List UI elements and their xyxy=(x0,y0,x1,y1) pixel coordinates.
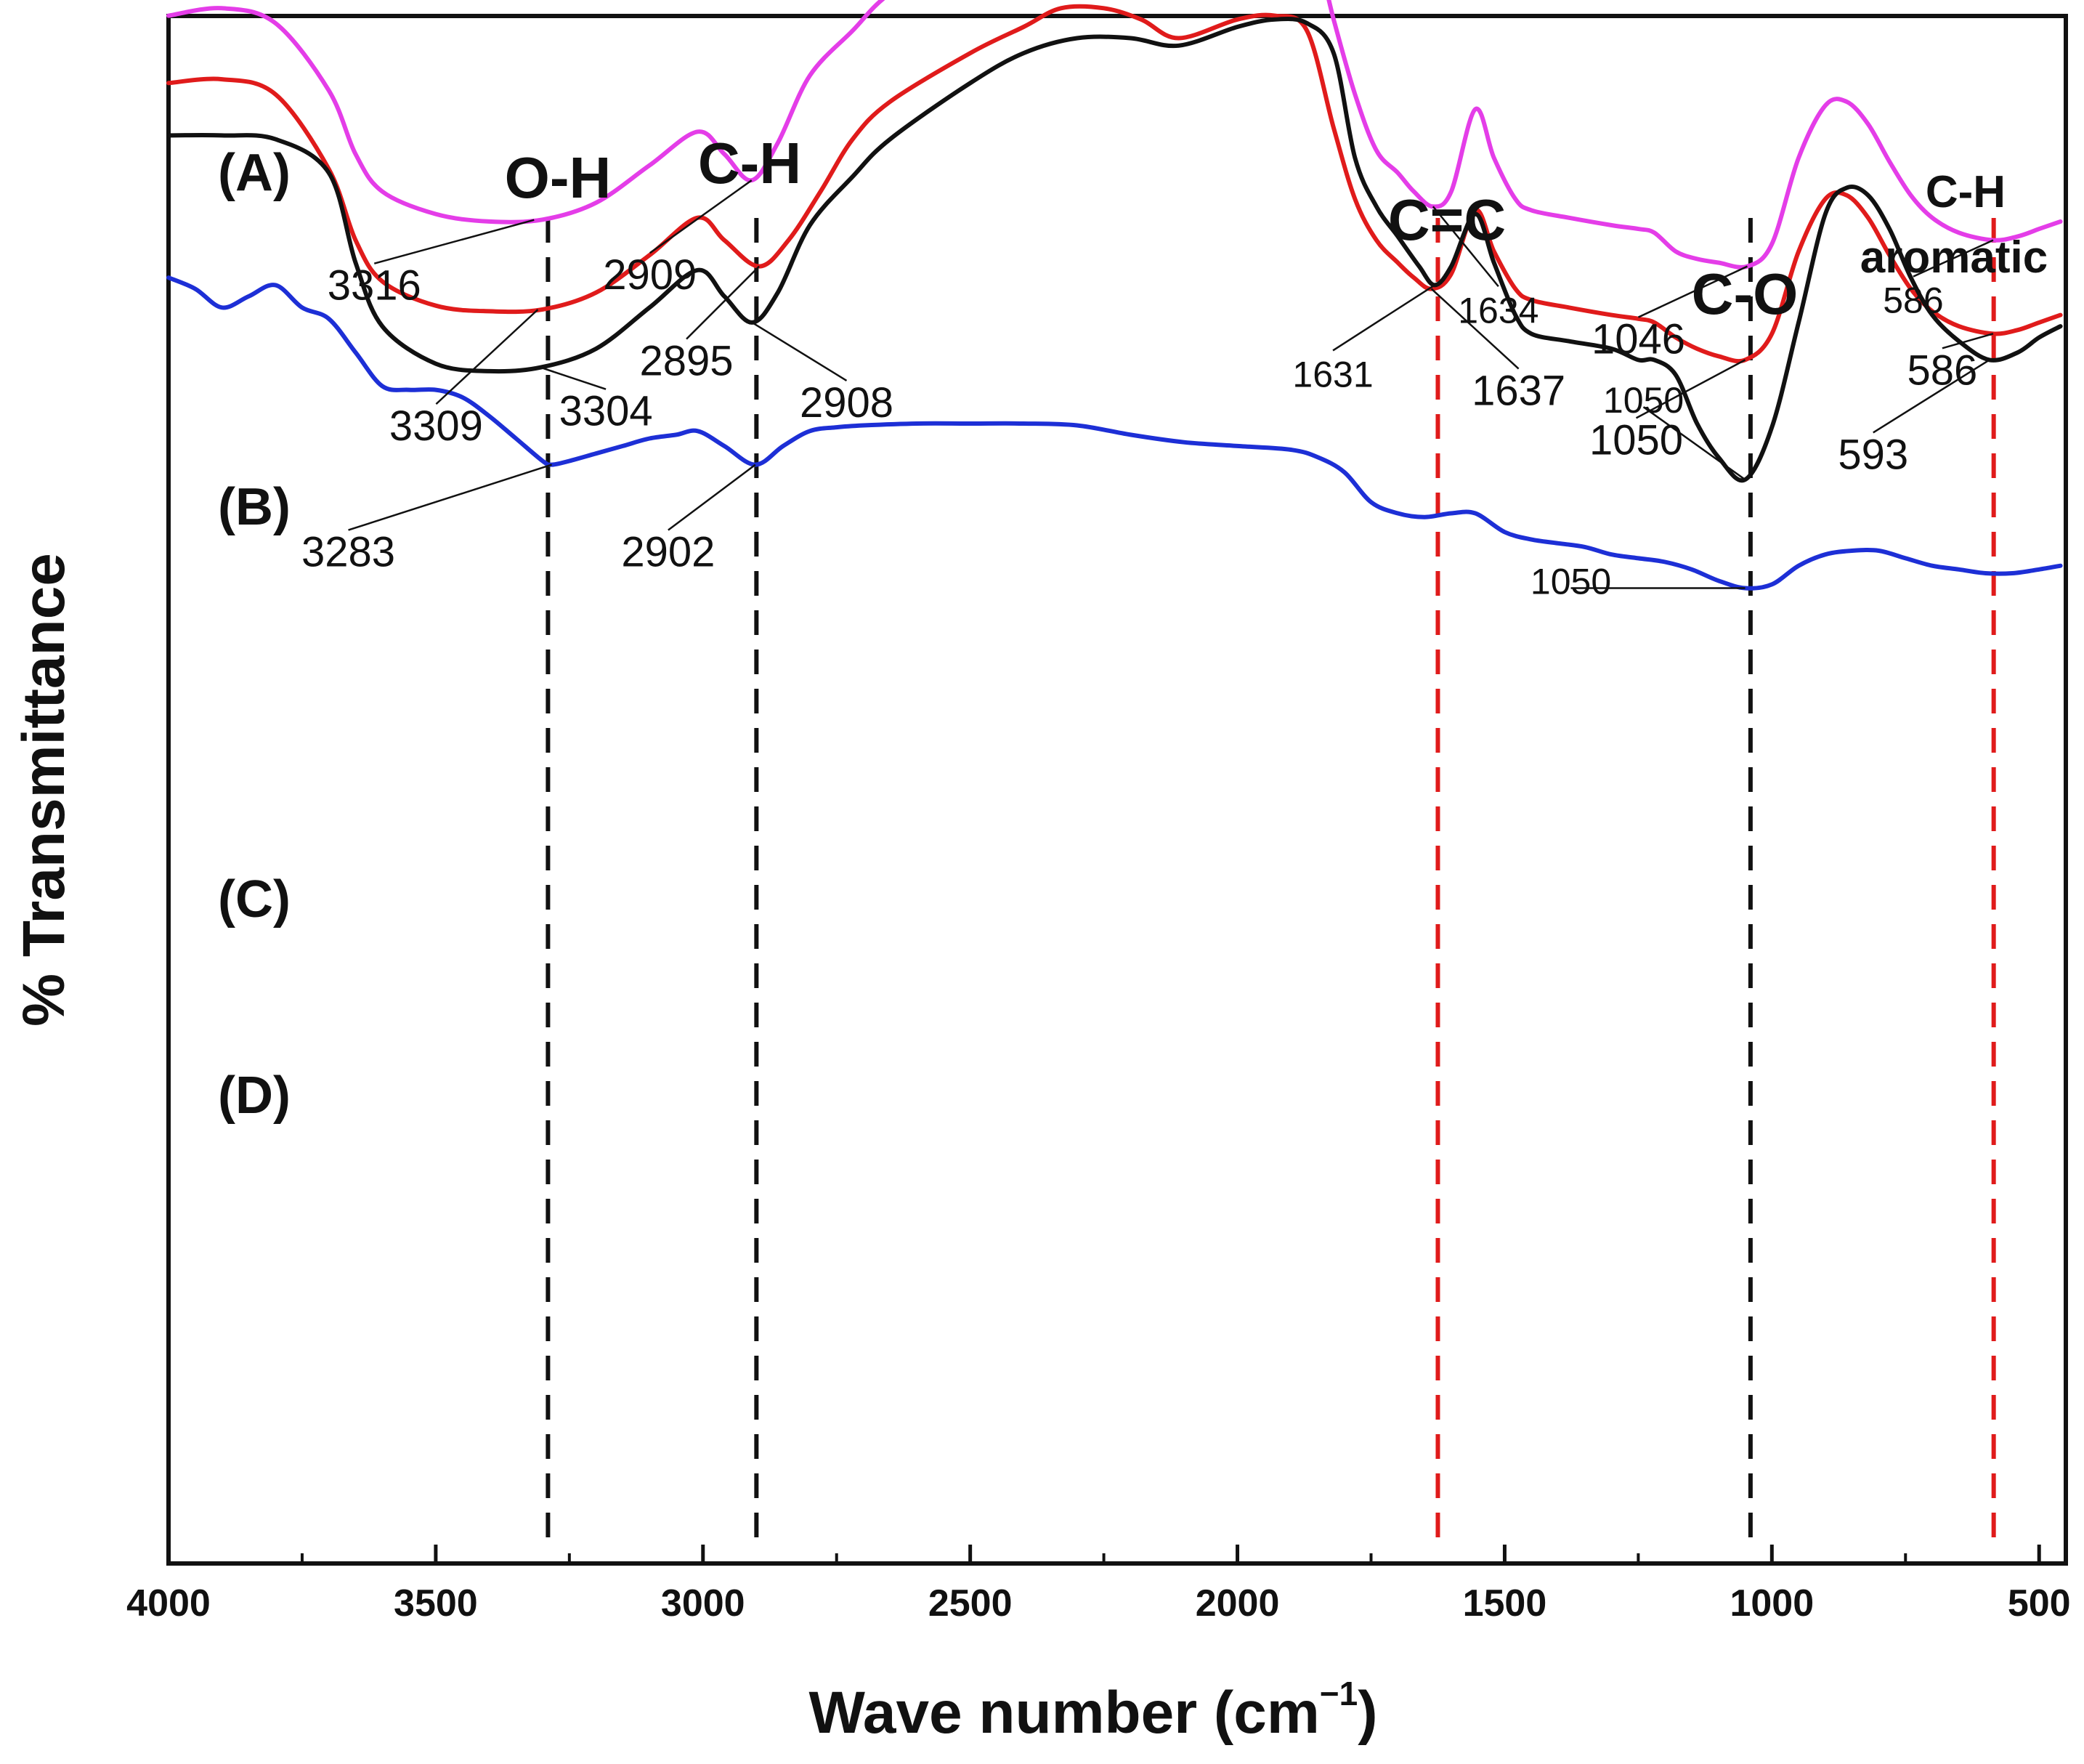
reference-lines xyxy=(546,218,1996,1547)
peak-label-d-3283: 3283 xyxy=(301,529,395,576)
bond-label-ch: C-H xyxy=(698,131,801,195)
curve-label-b: (B) xyxy=(218,478,291,536)
bond-label-aromatic: aromatic xyxy=(1860,232,2048,283)
peak-label-a-2909: 2909 xyxy=(603,251,697,299)
series-a-line xyxy=(166,0,2063,270)
bond-label-cc: C=C xyxy=(1388,187,1506,252)
peak-annotations: 3316 2909 1634 1046 586 3309 2895 1637 1050 586 33… xyxy=(301,179,1994,602)
x-tick-label: 2000 xyxy=(1196,1582,1280,1625)
peak-label-b-2895: 2895 xyxy=(640,338,734,385)
series-c-line xyxy=(166,16,2063,483)
series-d-line xyxy=(166,275,2063,591)
peak-leader-d-2902 xyxy=(668,464,756,531)
x-tick-label: 2500 xyxy=(928,1582,1013,1625)
x-tick-label: 1000 xyxy=(1730,1582,1814,1625)
peak-leader-c-1050 xyxy=(1642,406,1746,481)
x-axis-title-exponent: −1 xyxy=(1320,1675,1358,1712)
peak-leader-b-1050 xyxy=(1635,359,1746,419)
x-axis-title-text: Wave number (cm xyxy=(808,1680,1319,1746)
peak-label-b-586: 586 xyxy=(1907,347,1978,394)
peak-label-b-1637: 1637 xyxy=(1472,368,1565,415)
peak-leader-b-586 xyxy=(1942,333,1994,349)
peak-leader-a-586 xyxy=(1913,239,1994,278)
plot-frame xyxy=(166,14,2068,1566)
peak-leader-a-3316 xyxy=(373,219,535,264)
curve-label-a: (A) xyxy=(218,144,291,202)
peak-label-c-593: 593 xyxy=(1838,431,1908,478)
curve-label-c: (C) xyxy=(218,870,291,928)
bond-label-co: C-O xyxy=(1692,262,1799,326)
peak-label-c-1050: 1050 xyxy=(1603,380,1684,421)
peak-leader-b-3309 xyxy=(435,309,539,405)
peak-leader-c-1631 xyxy=(1332,284,1435,352)
peak-label-a-3316: 3316 xyxy=(328,262,421,309)
peak-label-a-586: 586 xyxy=(1883,280,1943,321)
peak-leader-a-2909 xyxy=(649,179,753,254)
peak-label-d-2902: 2902 xyxy=(621,529,715,576)
y-axis-title: % Transmittance xyxy=(11,553,77,1027)
spectra xyxy=(166,0,2063,591)
peak-leader-b-2895 xyxy=(686,265,760,340)
x-axis-title: Wave number (cm−1) xyxy=(808,1675,1377,1746)
peak-leader-a-1634 xyxy=(1432,206,1499,288)
curve-label-d: (D) xyxy=(218,1067,291,1125)
x-axis-title-close: ) xyxy=(1358,1680,1377,1746)
x-tick-label: 3500 xyxy=(394,1582,478,1625)
peak-leader-c-2908 xyxy=(751,321,848,381)
peak-label-a-1046: 1046 xyxy=(1592,316,1685,363)
series-b-line xyxy=(166,4,2063,364)
x-axis-ticks: 4000 3500 3000 2500 2000 1500 1000 500 xyxy=(126,1545,2071,1625)
x-tick-label: 500 xyxy=(2008,1582,2071,1625)
peak-leader-c-3304 xyxy=(540,366,607,390)
peak-label-b-1050: 1050 xyxy=(1589,416,1683,464)
bond-label-oh: O-H xyxy=(505,145,612,210)
x-tick-label: 1500 xyxy=(1463,1582,1547,1625)
peak-leader-a-1046 xyxy=(1637,265,1748,318)
peak-label-a-1634: 1634 xyxy=(1458,290,1538,331)
peak-label-b-3309: 3309 xyxy=(389,402,483,450)
bond-label-ch-aromatic: C-H xyxy=(1926,167,2006,217)
peak-leader-c-593 xyxy=(1873,359,1990,434)
peak-leader-b-1637 xyxy=(1430,288,1520,370)
x-tick-label: 4000 xyxy=(126,1582,211,1625)
peak-label-c-2908: 2908 xyxy=(800,379,893,426)
peak-label-c-1631: 1631 xyxy=(1292,354,1373,395)
peak-label-c-3304: 3304 xyxy=(559,388,653,435)
peak-leader-d-3283 xyxy=(348,464,552,531)
peak-label-d-1050: 1050 xyxy=(1530,562,1611,602)
x-tick-label: 3000 xyxy=(661,1582,745,1625)
